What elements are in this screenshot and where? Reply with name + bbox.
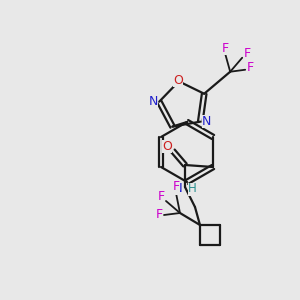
- Text: N: N: [148, 95, 158, 108]
- Text: N: N: [202, 115, 211, 128]
- Text: O: O: [173, 74, 183, 87]
- Text: F: F: [222, 42, 229, 55]
- Text: F: F: [158, 190, 164, 203]
- Text: F: F: [244, 47, 251, 60]
- Text: N: N: [173, 182, 183, 194]
- Text: F: F: [172, 181, 179, 194]
- Text: F: F: [155, 208, 163, 221]
- Text: H: H: [188, 182, 196, 196]
- Text: F: F: [247, 61, 254, 74]
- Text: O: O: [162, 140, 172, 152]
